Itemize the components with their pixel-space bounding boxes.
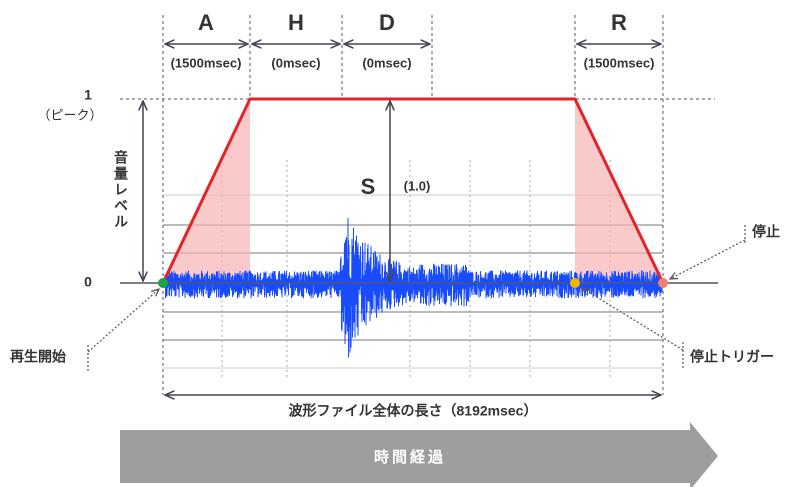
zero-label: 0 — [84, 274, 92, 290]
segment-label: D — [379, 10, 395, 35]
peak-label: 1 — [84, 87, 92, 103]
stop-label: 停止 — [752, 224, 780, 240]
segment-duration: (0msec) — [271, 55, 320, 70]
segment-duration: (0msec) — [362, 55, 411, 70]
stop-dot — [658, 278, 668, 288]
guides — [143, 15, 664, 395]
envelope — [161, 97, 665, 284]
start-dot — [158, 278, 168, 288]
time-arrow-label: 時間経過 — [374, 448, 446, 466]
segment-label: R — [611, 10, 627, 35]
sustain-label: S — [361, 174, 376, 199]
trigger-dot — [570, 278, 580, 288]
level-axis-label: 音量レベル — [113, 149, 129, 230]
segment-duration: (1500msec) — [584, 55, 655, 70]
stop-trigger-label: 停止トリガー — [690, 349, 774, 365]
time-arrow — [120, 422, 718, 487]
segment-label: A — [198, 10, 214, 35]
start-label: 再生開始 — [10, 349, 66, 365]
segment-duration: (1500msec) — [171, 55, 242, 70]
pointers — [87, 225, 746, 372]
peak-note: （ピーク） — [37, 107, 102, 122]
sustain-value: (1.0) — [404, 178, 431, 193]
segment-label: H — [288, 10, 304, 35]
length-label: 波形ファイル全体の長さ（8192msec） — [289, 403, 538, 419]
